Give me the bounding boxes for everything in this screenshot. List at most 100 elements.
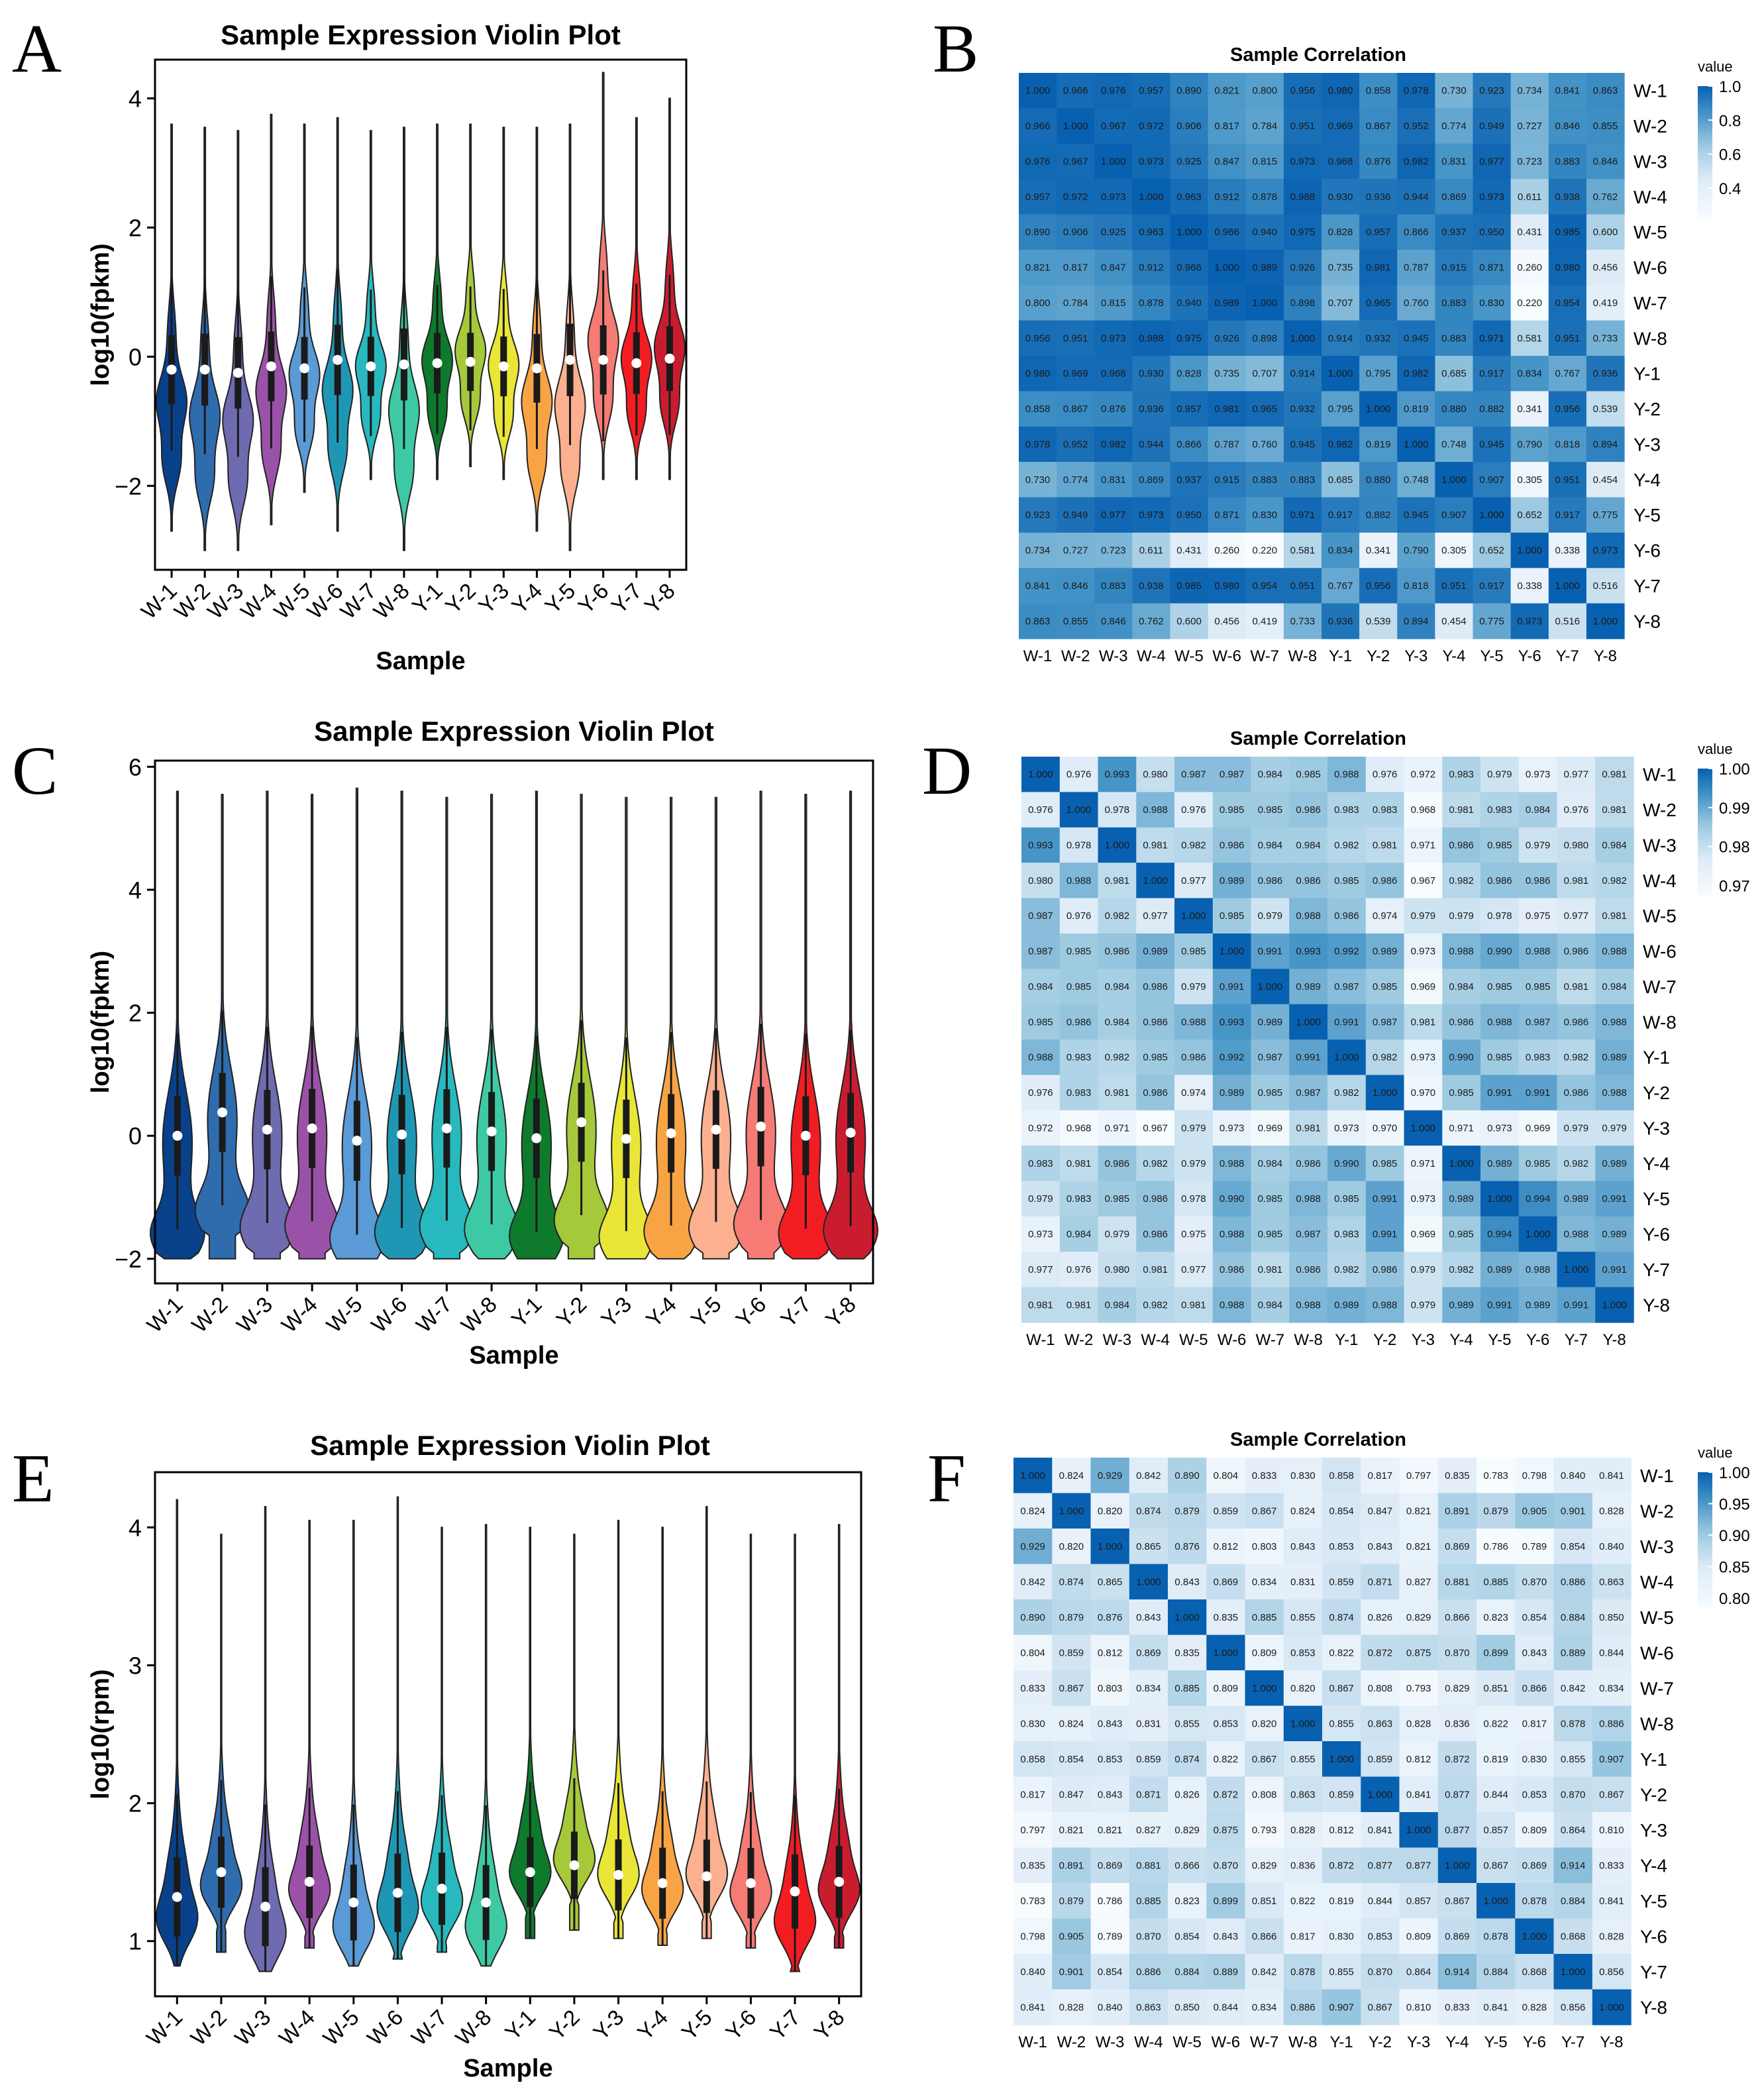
heatmap-cell-label: 0.797 [1020,1825,1045,1836]
heatmap-cell-label: 0.944 [1404,191,1429,203]
heatmap-cell [1057,320,1095,356]
heatmap-cell [1059,1110,1099,1146]
heatmap-cell [1586,320,1625,356]
heatmap-cell-label: 0.988 [1028,1052,1053,1063]
heatmap-cell [1283,1741,1323,1778]
heatmap-cell-label: 0.972 [1063,191,1088,203]
heatmap-cell [1477,1989,1516,2025]
heatmap-cell-label: 0.989 [1602,1158,1627,1169]
heatmap-cell [1094,462,1133,498]
heatmap-cell-label: 0.855 [1593,121,1618,132]
heatmap-cell-label: 0.982 [1181,839,1206,851]
heatmap-cell-label: 0.914 [1290,368,1316,380]
heatmap-cell [1557,1040,1596,1075]
heatmap-cell [1052,1989,1092,2025]
column-label: W-7 [1250,2033,1279,2051]
heatmap-cell [1518,969,1558,1005]
heatmap-cell-label: 0.952 [1063,439,1088,450]
heatmap-cell [1477,1529,1516,1565]
heatmap-cell-label: 0.734 [1517,85,1542,97]
heatmap-cell-label: 0.685 [1328,474,1353,486]
heatmap-cell [1136,1146,1175,1182]
heatmap-cell-label: 0.980 [1555,262,1581,274]
heatmap-cell [1019,179,1057,215]
y-tick-label: 1 [129,1928,142,1955]
heatmap-cell [1283,1989,1323,2025]
heatmap-cell-label: 0.979 [1258,910,1283,922]
heatmap-cell-label: 0.985 [1181,946,1206,957]
heatmap-cell [1322,1741,1361,1778]
violin-w-1 [149,790,205,1260]
heatmap-cell-label: 0.767 [1555,368,1581,380]
heatmap-cell-label: 0.982 [1143,1299,1168,1311]
heatmap-cell [1059,792,1099,828]
heatmap-cell-label: 0.866 [1252,1931,1277,1942]
heatmap-cell [1359,462,1398,498]
panel-label: B [933,11,978,87]
heatmap-cell-label: 0.981 [1602,769,1627,780]
heatmap-cell [1365,863,1405,899]
heatmap-cell [1132,143,1171,180]
heatmap-cell [1592,1847,1632,1884]
heatmap-cell-label: 0.821 [1406,1505,1431,1517]
heatmap-cell-label: 0.951 [1063,333,1088,344]
y-tick-label: −2 [115,1246,142,1273]
heatmap-cell [1592,1564,1632,1600]
heatmap-cell [1548,320,1587,356]
heatmap-cell [1013,1564,1053,1600]
heatmap-cell-label: 0.853 [1098,1754,1123,1765]
heatmap-cell [1059,969,1099,1005]
y-axis-label: log10(fpkm) [87,951,115,1093]
heatmap-cell-label: 0.967 [1101,121,1126,132]
heatmap-cell-label: 0.824 [1020,1505,1045,1517]
heatmap-cell [1251,863,1290,899]
heatmap-cell-label: 0.915 [1441,262,1467,274]
heatmap-cell [1052,1635,1092,1671]
legend-tick-label: 0.97 [1719,877,1750,895]
heatmap-cell [1322,108,1360,144]
heatmap-cell [1404,863,1443,899]
heatmap-cell [1435,214,1474,250]
heatmap-cell-label: 0.858 [1020,1754,1045,1765]
heatmap-cell-label: 0.905 [1059,1931,1084,1942]
heatmap-cell-label: 0.973 [1334,1122,1359,1134]
heatmap-cell [1399,1599,1439,1636]
heatmap-cell-label: 1.000 [1139,191,1164,203]
heatmap-cell [1553,1918,1593,1955]
heatmap-cell [1365,1287,1405,1323]
heatmap-cell [1515,1564,1555,1600]
heatmap-cell-label: 0.818 [1404,580,1429,592]
heatmap-cell [1098,827,1137,863]
row-label: Y-6 [1634,541,1661,561]
heatmap-cell-label: 0.981 [1028,1299,1053,1311]
heatmap-cell-label: 0.984 [1258,839,1283,851]
heatmap-cell-label: 0.456 [1593,262,1618,274]
heatmap-cell-label: 0.978 [1105,804,1130,816]
heatmap-cell-label: 0.854 [1098,1966,1123,1978]
column-label: W-1 [1026,1331,1055,1349]
heatmap-cell [1595,827,1634,863]
heatmap-cell-label: 0.856 [1599,1966,1624,1978]
heatmap-cell [1098,898,1137,934]
heatmap-cell-label: 0.986 [1143,1193,1168,1205]
heatmap-cell [1518,863,1558,899]
heatmap-cell-label: 0.968 [1328,156,1353,167]
heatmap-cell-label: 0.840 [1599,1541,1624,1552]
heatmap-cell-label: 0.978 [1487,910,1512,922]
heatmap-cell-label: 0.810 [1599,1825,1624,1836]
heatmap-cell-label: 0.843 [1136,1612,1161,1623]
heatmap-cell-label: 0.878 [1483,1931,1508,1942]
heatmap-cell [1473,462,1512,498]
heatmap-cell [1322,356,1360,392]
x-tick-label: W-7 [406,2005,452,2051]
heatmap-cell [1057,568,1095,604]
heatmap-cell-label: 1.000 [1373,1087,1398,1099]
violin-y-4 [643,796,700,1260]
heatmap-cell-label: 0.976 [1181,804,1206,816]
heatmap-cell-label: 0.812 [1098,1647,1123,1658]
heatmap-cell [1094,603,1133,639]
heatmap-cell [1586,603,1625,639]
heatmap-cell-label: 0.957 [1366,227,1391,238]
heatmap-cell-label: 0.984 [1105,981,1130,993]
plot-frame [154,1471,862,1998]
